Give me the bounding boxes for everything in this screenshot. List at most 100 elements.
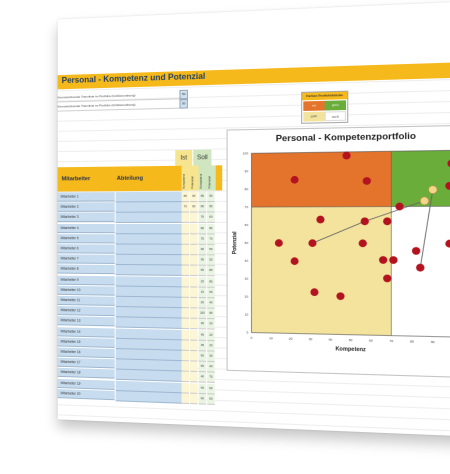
value-cell[interactable]: 40 — [207, 362, 215, 373]
value-cell[interactable] — [190, 255, 197, 265]
value-cell[interactable]: 30 — [207, 351, 215, 362]
value-cell[interactable] — [182, 308, 189, 319]
value-cell[interactable] — [182, 393, 189, 404]
value-cell[interactable] — [182, 245, 189, 255]
value-cell[interactable] — [182, 213, 189, 223]
value-cell[interactable] — [190, 308, 197, 319]
department-cell[interactable] — [116, 286, 182, 297]
employee-name-cell[interactable]: Mitarbeiter 11 — [58, 296, 115, 306]
value-cell[interactable] — [182, 287, 189, 298]
value-cell[interactable]: 50 — [207, 383, 215, 394]
employee-name-cell[interactable]: Mitarbeiter 19 — [58, 378, 115, 389]
value-cell[interactable]: 65 — [199, 351, 206, 362]
value-cell[interactable]: 60 — [207, 213, 215, 223]
value-cell[interactable] — [190, 362, 197, 373]
value-cell[interactable]: 40 — [199, 372, 206, 383]
table-row[interactable]: Mitarbeiter 1 85 95 85 95 — [58, 191, 223, 202]
value-cell[interactable]: 85 — [199, 192, 206, 202]
employee-name-cell[interactable]: Mitarbeiter 6 — [58, 244, 115, 253]
value-cell[interactable]: 55 — [199, 266, 206, 277]
value-cell[interactable]: 20 — [207, 330, 215, 341]
employee-name-cell[interactable]: Mitarbeiter 4 — [58, 224, 115, 233]
value-cell[interactable] — [190, 224, 197, 234]
table-row[interactable]: Mitarbeiter 4 80 85 — [58, 224, 223, 234]
value-cell[interactable] — [182, 351, 189, 362]
value-cell[interactable] — [190, 340, 197, 351]
value-cell[interactable]: 40 — [207, 298, 215, 309]
value-cell[interactable] — [190, 393, 197, 404]
value-cell[interactable] — [190, 287, 197, 298]
value-cell[interactable] — [190, 298, 197, 309]
value-cell[interactable] — [190, 330, 197, 341]
employee-name-cell[interactable]: Mitarbeiter 10 — [58, 286, 115, 296]
employee-name-cell[interactable]: Mitarbeiter 5 — [58, 234, 115, 243]
value-cell[interactable] — [190, 234, 197, 244]
value-cell[interactable]: 50 — [207, 245, 215, 255]
value-cell[interactable] — [182, 340, 189, 351]
value-cell[interactable]: 95 — [199, 255, 206, 265]
table-row[interactable]: Mitarbeiter 6 90 50 — [58, 244, 223, 255]
value-cell[interactable]: 45 — [199, 330, 206, 341]
value-cell[interactable]: 15 — [199, 287, 206, 298]
value-cell[interactable]: 95 — [207, 192, 215, 202]
value-cell[interactable]: 65 — [199, 362, 206, 373]
value-cell[interactable] — [182, 372, 189, 383]
value-cell[interactable] — [182, 277, 189, 287]
employee-name-cell[interactable]: Mitarbeiter 20 — [58, 389, 115, 400]
value-cell[interactable]: 20 — [207, 341, 215, 352]
value-cell[interactable]: 100 — [199, 309, 206, 320]
value-cell[interactable]: 70 — [207, 234, 215, 244]
value-cell[interactable] — [190, 383, 197, 394]
value-cell[interactable]: 50 — [207, 287, 215, 298]
value-cell[interactable] — [182, 266, 189, 276]
employee-name-cell[interactable]: Mitarbeiter 15 — [58, 337, 115, 348]
value-cell[interactable] — [182, 298, 189, 309]
value-cell[interactable]: 80 — [199, 202, 206, 212]
department-cell[interactable] — [116, 244, 182, 255]
value-cell[interactable]: 20 — [207, 319, 215, 330]
value-cell[interactable]: 90 — [190, 202, 197, 212]
value-cell[interactable]: 75 — [199, 234, 206, 244]
employee-name-cell[interactable]: Mitarbeiter 8 — [58, 265, 115, 275]
value-cell[interactable]: 75 — [207, 373, 215, 384]
value-cell[interactable] — [190, 319, 197, 330]
value-cell[interactable] — [182, 234, 189, 244]
employee-name-cell[interactable]: Mitarbeiter 12 — [58, 306, 115, 316]
value-cell[interactable] — [190, 277, 197, 288]
value-cell[interactable] — [190, 266, 197, 276]
value-cell[interactable] — [182, 361, 189, 372]
employee-name-cell[interactable]: Mitarbeiter 13 — [58, 317, 115, 327]
value-cell[interactable]: 60 — [207, 394, 215, 405]
value-cell[interactable] — [190, 245, 197, 255]
value-cell[interactable]: 60 — [199, 394, 206, 405]
department-cell[interactable] — [116, 234, 182, 245]
employee-name-cell[interactable]: Mitarbeiter 7 — [58, 255, 115, 265]
value-cell[interactable] — [190, 213, 197, 223]
value-cell[interactable]: 95 — [190, 192, 197, 202]
value-cell[interactable] — [182, 255, 189, 265]
value-cell[interactable]: 75 — [199, 213, 206, 223]
value-cell[interactable]: 95 — [207, 202, 215, 212]
employee-name-cell[interactable]: Mitarbeiter 9 — [58, 275, 115, 285]
value-cell[interactable]: 95 — [207, 309, 215, 320]
value-cell[interactable]: 55 — [199, 383, 206, 394]
employee-name-cell[interactable]: Mitarbeiter 14 — [58, 327, 115, 337]
table-row[interactable]: Mitarbeiter 3 75 60 — [58, 213, 223, 224]
value-cell[interactable]: 85 — [207, 224, 215, 234]
value-cell[interactable] — [182, 224, 189, 234]
department-cell[interactable] — [116, 202, 182, 213]
value-cell[interactable]: 25 — [199, 277, 206, 288]
employee-name-cell[interactable]: Mitarbeiter 1 — [58, 192, 115, 202]
divider-note-input[interactable]: 50 — [179, 99, 187, 109]
value-cell[interactable]: 35 — [199, 341, 206, 352]
value-cell[interactable]: 85 — [207, 277, 215, 288]
value-cell[interactable] — [190, 351, 197, 362]
value-cell[interactable]: 90 — [199, 245, 206, 255]
value-cell[interactable]: 80 — [207, 266, 215, 277]
department-cell[interactable] — [116, 276, 182, 287]
department-cell[interactable] — [116, 255, 182, 266]
employee-name-cell[interactable]: Mitarbeiter 3 — [58, 213, 115, 222]
department-cell[interactable] — [116, 213, 182, 223]
value-cell[interactable]: 85 — [182, 192, 189, 202]
employee-name-cell[interactable]: Mitarbeiter 18 — [58, 368, 115, 379]
